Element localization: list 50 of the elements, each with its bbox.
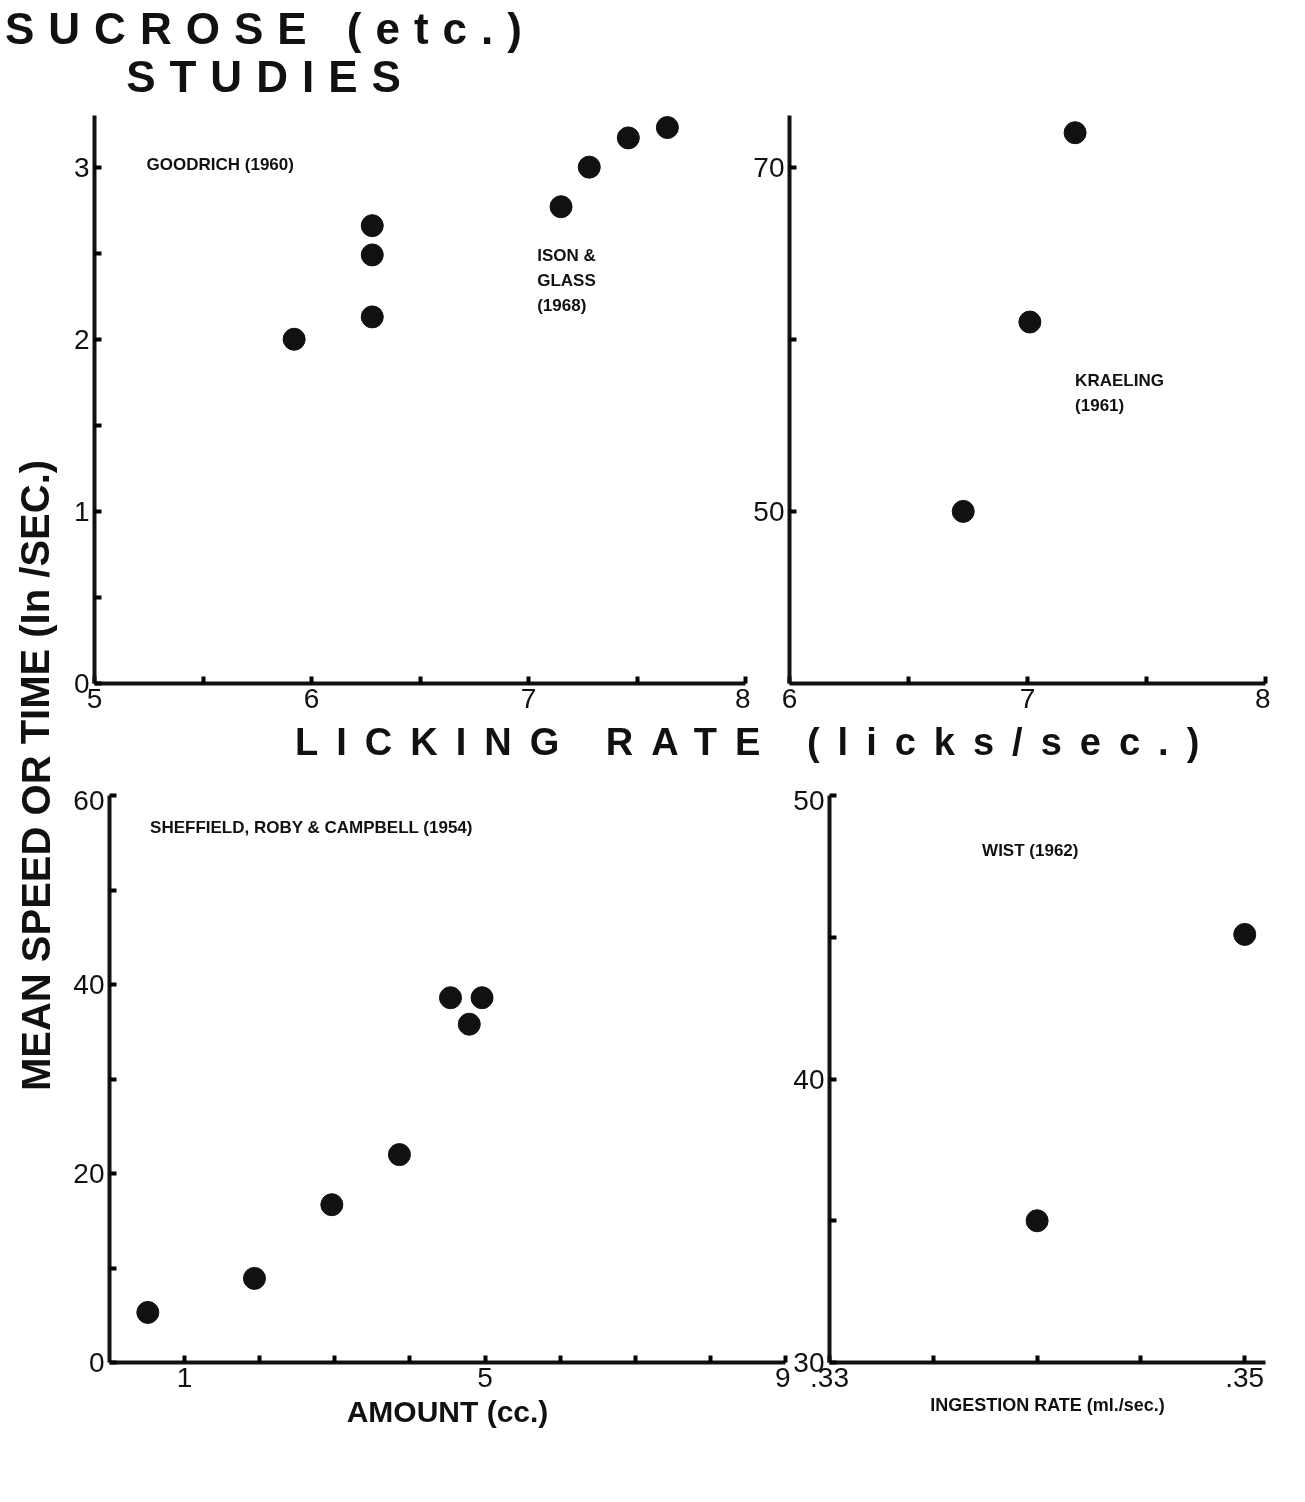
point (320, 1193, 344, 1217)
y-tick-label: 40 (73, 969, 105, 1000)
annotation: SHEFFIELD, ROBY & CAMPBELL (1954) (150, 818, 473, 838)
point (387, 1143, 411, 1167)
point (616, 126, 640, 150)
x-tick-label: .35 (1225, 1361, 1265, 1393)
point (577, 155, 601, 179)
x-tick-label: 6 (303, 682, 320, 714)
point (282, 327, 306, 351)
point (549, 195, 573, 219)
point (470, 986, 494, 1010)
x-axis-title: AMOUNT (cc.) (346, 1394, 549, 1428)
x-tick-label: 6 (781, 682, 798, 714)
point (242, 1266, 266, 1290)
x-tick-label: 1 (176, 1361, 193, 1393)
y-tick-label: 60 (73, 784, 105, 816)
point (951, 499, 975, 523)
annotation: ISON & GLASS (1968) (537, 246, 596, 315)
chart-subtitle: STUDIES (125, 52, 415, 101)
y-tick-label: 50 (793, 784, 825, 816)
x-tick-label: 8 (1254, 682, 1271, 714)
point (1018, 310, 1042, 334)
y-tick-label: 20 (73, 1158, 105, 1189)
x-tick-label: 8 (734, 682, 751, 714)
y-tick-label: 0 (88, 1347, 105, 1378)
point (655, 116, 679, 140)
x-axis-title: LICKING RATE (licks/sec.) (294, 720, 1218, 765)
x-tick-label: 9 (774, 1361, 791, 1393)
x-tick-label: 7 (520, 682, 537, 714)
x-tick-label: 7 (1019, 682, 1036, 714)
y-tick-label: 3 (73, 151, 90, 183)
point (136, 1300, 160, 1324)
point (439, 986, 462, 1010)
y-tick-label: 50 (753, 495, 785, 527)
annotation: KRAELING (1961) (1075, 371, 1164, 415)
annotation: WIST (1962) (982, 840, 1079, 860)
y-axis-title: MEAN SPEED OR TIME (In /SEC.) (13, 459, 58, 1092)
annotation: GOODRICH (1960) (146, 155, 294, 175)
chart-title: SUCROSE (etc.) (5, 4, 536, 53)
point (360, 305, 384, 329)
y-tick-label: 1 (73, 495, 90, 527)
x-axis-title: INGESTION RATE (ml./sec.) (930, 1394, 1165, 1415)
point (360, 214, 384, 238)
point (360, 243, 384, 267)
y-tick-label: 2 (73, 323, 90, 355)
point (1063, 121, 1087, 145)
x-tick-label: 5 (477, 1361, 493, 1393)
y-tick-label: 40 (793, 1063, 825, 1095)
y-tick-label: 70 (753, 151, 785, 183)
point (457, 1012, 481, 1036)
